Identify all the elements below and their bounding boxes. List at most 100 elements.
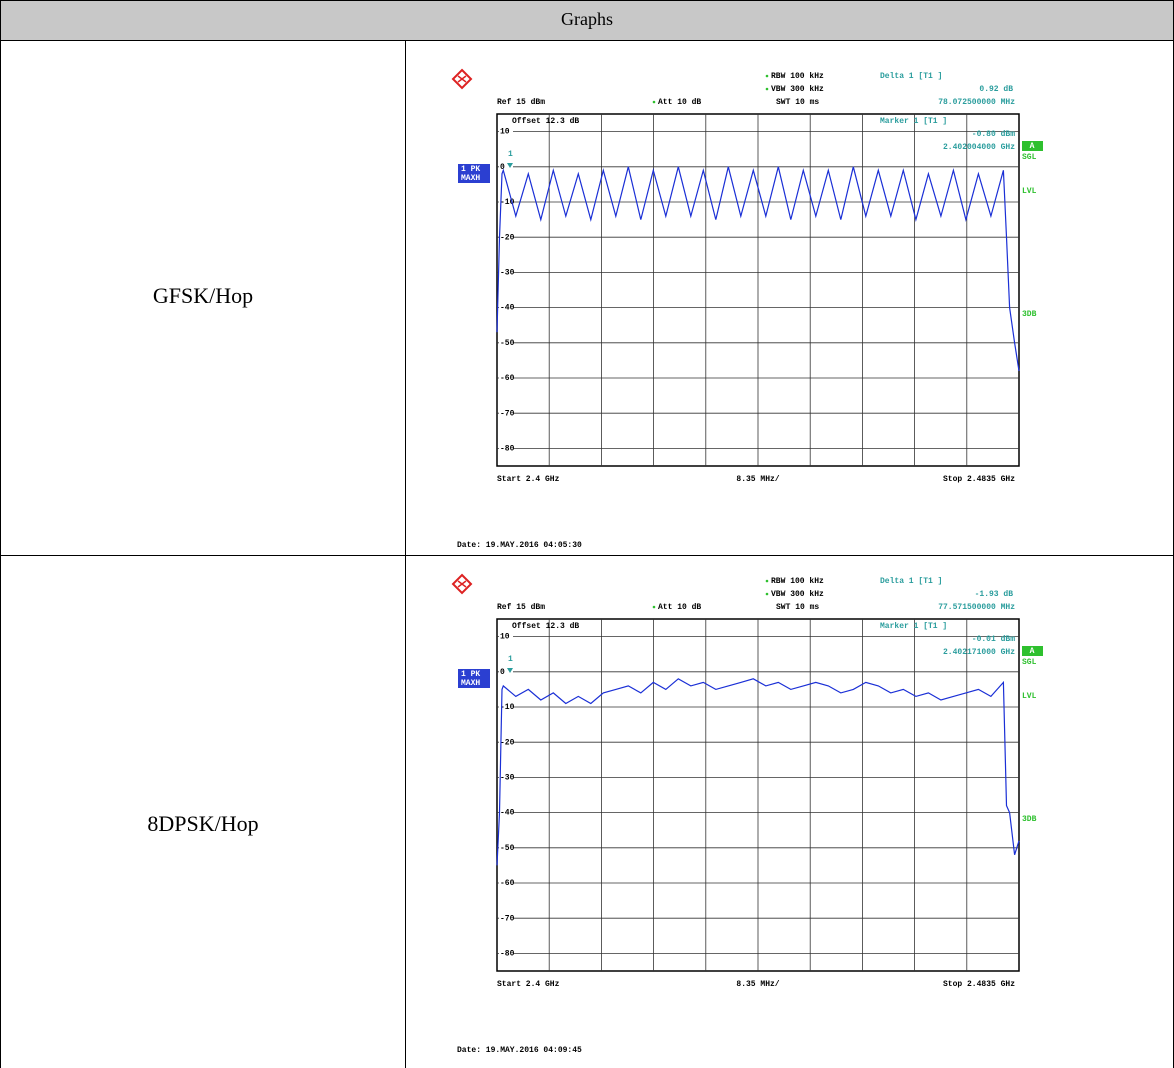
setting-vbw: VBW 300 kHz (771, 590, 824, 599)
setting-swt: SWT 10 ms (776, 98, 819, 107)
tick-label-bg (499, 162, 513, 171)
bullet (765, 579, 769, 583)
bullet (765, 74, 769, 78)
span-per-division: 8.35 MHz/ (736, 980, 779, 989)
y-tick-label: 10 (500, 633, 510, 642)
y-tick-label: -30 (500, 269, 515, 278)
tick-label-bg (499, 233, 513, 242)
tick-label-bg (499, 303, 513, 312)
delta-title: Delta 1 [T1 ] (880, 577, 942, 586)
marker-level: -0.80 dBm (972, 130, 1015, 139)
tick-label-bg (499, 409, 513, 418)
tick-label-bg (499, 738, 513, 747)
tick-label-bg (499, 632, 513, 641)
tick-label-bg (499, 914, 513, 923)
side-label: 3DB (1022, 310, 1037, 319)
trace-label-box (458, 669, 490, 688)
y-tick-label: -80 (500, 950, 515, 959)
y-tick-label: -30 (500, 774, 515, 783)
start-frequency: Start 2.4 GHz (497, 475, 560, 484)
side-label: LVL (1022, 187, 1037, 196)
logo-mark (457, 75, 467, 83)
bullet (765, 87, 769, 91)
y-tick-label: -40 (500, 304, 515, 313)
y-tick-label: -80 (500, 445, 515, 454)
trace-label: 1 PK (461, 670, 480, 679)
y-tick-label: -20 (500, 233, 515, 242)
tick-label-bg (499, 949, 513, 958)
y-tick-label: -70 (500, 409, 515, 418)
tick-label-bg (499, 703, 513, 711)
y-tick-label: -10 (500, 703, 515, 712)
tick-label-bg (499, 338, 513, 347)
y-tick-label: -40 (500, 809, 515, 818)
logo-mark (457, 580, 467, 588)
marker-symbol (507, 668, 513, 673)
delta-level: -1.93 dB (975, 590, 1014, 599)
tick-label-bg (499, 879, 513, 887)
delta-frequency: 78.072500000 MHz (938, 98, 1015, 107)
trace-label: MAXH (461, 679, 480, 688)
marker-frequency: 2.402171000 GHz (943, 648, 1015, 657)
date: Date: 19.MAY.2016 04:09:45 (457, 1046, 582, 1055)
delta-frequency: 77.571500000 MHz (938, 603, 1015, 612)
trace-label-box (458, 164, 490, 183)
attenuation: Att 10 dB (658, 603, 701, 612)
tick-label-bg (499, 808, 513, 817)
tick-label-bg (499, 667, 513, 676)
delta-title: Delta 1 [T1 ] (880, 72, 942, 81)
attenuation: Att 10 dB (658, 98, 701, 107)
y-tick-label: -50 (500, 844, 515, 853)
side-label: SGL (1022, 153, 1037, 162)
y-tick-label: -70 (500, 914, 515, 923)
y-tick-label: 10 (500, 128, 510, 137)
setting-swt: SWT 10 ms (776, 603, 819, 612)
tick-label-bg (499, 773, 513, 782)
marker-title: Marker 1 [T1 ] (880, 622, 947, 631)
setting-rbw: RBW 100 kHz (771, 72, 824, 81)
stop-frequency: Stop 2.4835 GHz (943, 475, 1015, 484)
side-label: A (1030, 647, 1035, 656)
trace-label: MAXH (461, 174, 480, 183)
marker-frequency: 2.402004000 GHz (943, 143, 1015, 152)
offset: Offset 12.3 dB (512, 117, 579, 126)
side-label-box (1022, 646, 1043, 656)
tick-label-bg (499, 127, 513, 136)
tick-label-bg (499, 843, 513, 852)
bullet (765, 592, 769, 596)
spectrum-plot: RBW 100 kHz VBW 300 kHz SWT 10 ms Ref 15 dB… (451, 573, 1043, 1055)
y-tick-label: -60 (500, 374, 515, 383)
span-per-division: 8.35 MHz/ (736, 475, 779, 484)
tick-label-bg (499, 198, 513, 206)
side-label-box (1022, 141, 1043, 151)
ref-level: Ref 15 dBm (497, 98, 545, 107)
stop-frequency: Stop 2.4835 GHz (943, 980, 1015, 989)
y-tick-label: -10 (500, 198, 515, 207)
marker-label: 1 (508, 655, 513, 664)
delta-level: 0.92 dB (979, 85, 1013, 94)
marker-level: -0.01 dBm (972, 635, 1015, 644)
side-label: LVL (1022, 692, 1037, 701)
header-title: Graphs (561, 9, 613, 29)
marker-title: Marker 1 [T1 ] (880, 117, 947, 126)
bullet (652, 605, 656, 609)
side-label: 3DB (1022, 815, 1037, 824)
side-label: SGL (1022, 658, 1037, 667)
row-label: GFSK/Hop (153, 283, 253, 308)
y-tick-label: 0 (500, 668, 505, 677)
marker-label: 1 (508, 150, 513, 159)
trace-label: 1 PK (461, 165, 480, 174)
side-label: A (1030, 142, 1035, 151)
y-tick-label: -50 (500, 339, 515, 348)
trace (496, 166, 1020, 372)
tick-label-bg (499, 268, 513, 277)
start-frequency: Start 2.4 GHz (497, 980, 560, 989)
trace (496, 678, 1020, 866)
spectrum-plot: RBW 100 kHz VBW 300 kHz SWT 10 ms Ref 15 dB… (451, 68, 1043, 550)
setting-rbw: RBW 100 kHz (771, 577, 824, 586)
bullet (652, 100, 656, 104)
y-tick-label: 0 (500, 163, 505, 172)
y-tick-label: -60 (500, 879, 515, 888)
